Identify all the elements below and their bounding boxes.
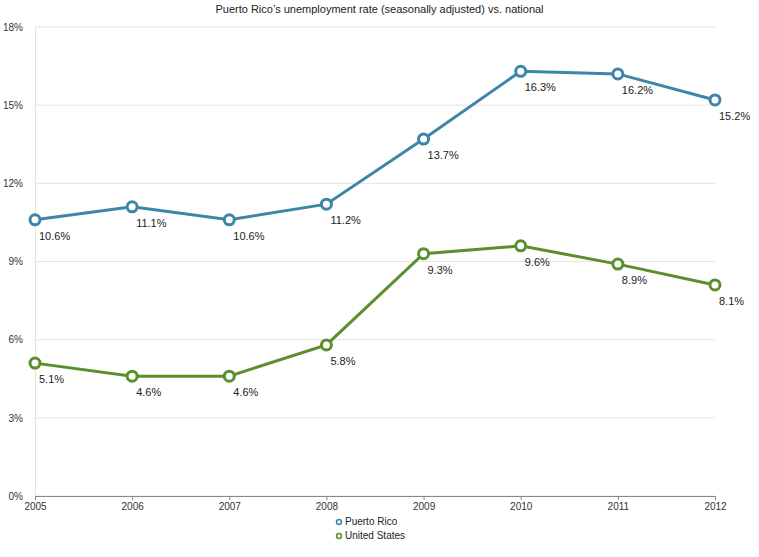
data-point [30,358,40,368]
data-point [127,371,137,381]
legend-marker [337,534,342,539]
x-tick: 2010 [510,496,533,512]
grid-line [35,496,715,497]
data-point [419,249,429,259]
legend-entry: United States [337,530,406,541]
data-point [224,215,234,225]
data-point [710,280,720,290]
data-label: 10.6% [233,230,264,242]
x-tick-label: 2011 [608,501,630,512]
x-tick-mark [618,496,619,500]
x-axis: 2005 2006 2007 2008 2009 2010 2011 2012 [24,496,727,512]
data-point [613,69,623,79]
data-point [419,134,429,144]
x-tick: 2008 [316,496,339,512]
x-axis-line [36,496,716,497]
x-tick-label: 2005 [24,501,47,512]
y-tick: 18% [3,22,35,33]
y-tick-label: 6% [9,334,24,345]
data-label: 16.2% [622,84,653,96]
y-tick-label: 3% [9,413,24,424]
data-label: 5.1% [39,373,64,385]
x-tick-label: 2007 [219,501,242,512]
legend-label: United States [345,530,405,541]
x-tick-mark [424,496,425,500]
data-label: 11.1% [136,217,167,229]
x-tick-label: 2010 [510,501,533,512]
data-label: 13.7% [428,149,459,161]
x-tick-mark [326,496,327,500]
plot-area [30,66,720,381]
data-label: 11.2% [330,214,361,226]
data-label: 9.6% [525,256,550,268]
grid-line [35,339,715,340]
y-tick-label: 12% [3,178,23,189]
data-point [30,215,40,225]
y-tick-label: 18% [3,22,23,33]
data-labels: 10.6% 11.1% 10.6% 11.2% 13.7% 16.3% 16.2% 15.2%… [39,81,750,398]
data-point [516,241,526,251]
data-label: 8.9% [622,274,647,286]
legend-marker [337,520,342,525]
x-tick: 2006 [122,496,145,512]
x-tick-label: 2006 [122,501,145,512]
grid-line [35,105,715,106]
grid-line [35,417,715,418]
x-tick-mark [521,496,522,500]
data-point [613,259,623,269]
legend: Puerto Rico United States [337,516,406,541]
data-point [321,340,331,350]
x-tick-mark [132,496,133,500]
y-tick: 12% [3,178,35,189]
x-tick: 2009 [413,496,436,512]
data-point [516,66,526,76]
data-label: 9.3% [428,264,453,276]
legend-entry: Puerto Rico [337,516,398,527]
x-tick-label: 2008 [316,501,339,512]
data-point [224,371,234,381]
data-label: 15.2% [719,110,750,122]
x-tick: 2005 [24,496,47,512]
chart: Puerto Rico’s unemployment rate (seasona… [0,0,759,557]
grid-line [35,183,715,184]
data-point [127,202,137,212]
y-tick-label: 0% [9,491,24,502]
y-tick: 6% [9,334,35,345]
x-tick-mark [35,496,36,500]
x-tick-label: 2009 [413,501,436,512]
series-line [35,246,715,376]
x-tick-mark [715,496,716,500]
y-tick: 3% [9,413,35,424]
y-tick: 0% [9,491,35,502]
x-tick-mark [229,496,230,500]
data-point [710,95,720,105]
y-tick-label: 9% [9,256,24,267]
y-axis-line [35,28,36,497]
series-line [35,71,715,220]
data-label: 16.3% [525,81,556,93]
x-tick: 2012 [704,496,727,512]
data-label: 4.6% [233,386,258,398]
x-tick: 2011 [608,496,630,512]
legend-label: Puerto Rico [345,516,398,527]
data-label: 8.1% [719,295,744,307]
x-tick: 2007 [219,496,242,512]
data-label: 5.8% [330,355,355,367]
title: Puerto Rico’s unemployment rate (seasona… [215,3,543,15]
grid-line [35,27,715,28]
y-tick-label: 15% [3,100,23,111]
x-tick-label: 2012 [704,501,727,512]
data-point [321,199,331,209]
data-label: 10.6% [39,230,70,242]
grid [35,27,715,496]
y-tick: 9% [9,256,35,267]
y-tick: 15% [3,100,35,111]
y-axis: 0% 3% 6% 9% 12% 15% 18% [3,22,36,502]
data-label: 4.6% [136,386,161,398]
